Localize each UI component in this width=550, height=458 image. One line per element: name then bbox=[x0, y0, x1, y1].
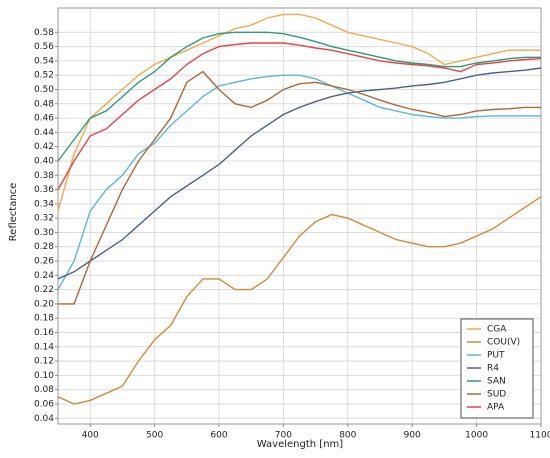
x-tick-label: 900 bbox=[404, 431, 421, 441]
y-tick-label: 0.04 bbox=[34, 414, 54, 424]
y-tick-label: 0.50 bbox=[34, 85, 54, 95]
y-tick-label: 0.10 bbox=[34, 371, 54, 381]
x-axis-label: Wavelength [nm] bbox=[257, 439, 343, 450]
x-tick-label: 1000 bbox=[465, 431, 488, 441]
y-tick-label: 0.28 bbox=[34, 242, 54, 252]
legend-label: PUT bbox=[487, 351, 505, 361]
legend-label: CGA bbox=[487, 325, 507, 335]
x-tick-label: 700 bbox=[275, 431, 292, 441]
y-tick-label: 0.32 bbox=[34, 214, 54, 224]
legend-label: SAN bbox=[487, 377, 506, 387]
y-tick-label: 0.24 bbox=[34, 271, 54, 281]
legend-label: APA bbox=[487, 403, 505, 413]
y-tick-label: 0.52 bbox=[34, 71, 54, 81]
y-tick-label: 0.22 bbox=[34, 285, 54, 295]
y-tick-label: 0.34 bbox=[34, 199, 54, 209]
y-tick-label: 0.16 bbox=[34, 328, 54, 338]
y-tick-label: 0.38 bbox=[34, 171, 54, 181]
y-tick-label: 0.46 bbox=[34, 114, 54, 124]
series-line bbox=[57, 74, 541, 290]
x-tick-label: 600 bbox=[210, 431, 227, 441]
y-tick-label: 0.36 bbox=[34, 185, 54, 195]
y-tick-label: 0.26 bbox=[34, 257, 54, 267]
series-line bbox=[57, 13, 541, 212]
y-tick-label: 0.12 bbox=[34, 357, 54, 367]
x-tick-label: 800 bbox=[339, 431, 356, 441]
y-tick-label: 0.18 bbox=[34, 314, 54, 324]
y-tick-label: 0.42 bbox=[34, 142, 54, 152]
series-line bbox=[57, 67, 542, 280]
legend-label: R4 bbox=[487, 364, 499, 374]
series-line bbox=[57, 42, 542, 190]
x-tick-label: 500 bbox=[146, 431, 163, 441]
y-tick-label: 0.44 bbox=[34, 128, 54, 138]
y-tick-label: 0.14 bbox=[34, 342, 54, 352]
x-tick-label: 400 bbox=[82, 431, 99, 441]
series-line bbox=[57, 196, 542, 405]
legend: CGA COU(V) PUT R4 SAN SUD APA bbox=[460, 318, 534, 419]
y-tick-label: 0.54 bbox=[34, 56, 54, 66]
y-tick-label: 0.56 bbox=[34, 42, 54, 52]
y-tick-label: 0.06 bbox=[34, 399, 54, 409]
y-tick-label: 0.30 bbox=[34, 228, 54, 238]
y-axis-label: Reflectance bbox=[8, 183, 19, 242]
legend-label: SUD bbox=[487, 390, 506, 400]
y-tick-label: 0.40 bbox=[34, 156, 54, 166]
series-line bbox=[57, 31, 541, 162]
legend-label: COU(V) bbox=[487, 338, 520, 348]
plot-frame bbox=[57, 7, 542, 425]
y-tick-label: 0.20 bbox=[34, 299, 54, 309]
y-tick-label: 0.08 bbox=[34, 385, 54, 395]
y-tick-label: 0.58 bbox=[34, 28, 54, 38]
x-tick-label: 1100 bbox=[530, 431, 550, 441]
y-tick-label: 0.48 bbox=[34, 99, 54, 109]
series-line bbox=[58, 70, 541, 305]
